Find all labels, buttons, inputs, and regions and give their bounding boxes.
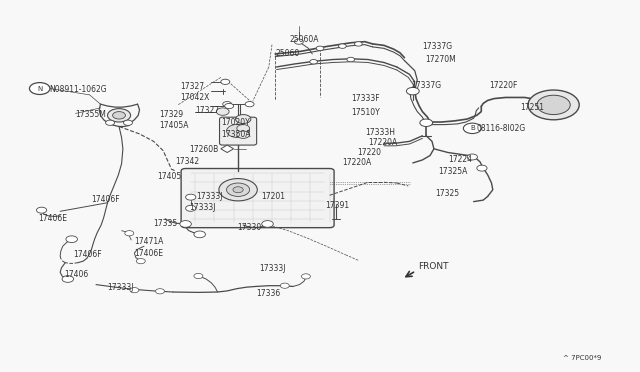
Circle shape [29,83,50,94]
Text: 17333J: 17333J [108,283,134,292]
Text: 17333J: 17333J [196,192,222,201]
Text: 08116-8I02G: 08116-8I02G [477,124,526,133]
Circle shape [186,194,196,200]
Text: ^ 7PC00*9: ^ 7PC00*9 [563,355,602,361]
Text: 17325A: 17325A [438,167,468,176]
Circle shape [237,125,250,132]
Text: 17220: 17220 [357,148,381,157]
Circle shape [66,236,77,243]
Circle shape [227,183,250,196]
Circle shape [62,276,74,282]
Text: 17391: 17391 [325,201,349,210]
Text: 17020Y: 17020Y [221,118,250,126]
Text: 17333J: 17333J [189,203,215,212]
Circle shape [223,102,232,107]
Text: 17325: 17325 [435,189,460,198]
Circle shape [180,221,191,227]
Text: 17471A: 17471A [134,237,164,246]
Text: 17337G: 17337G [422,42,452,51]
Circle shape [280,283,289,288]
Text: 17510Y: 17510Y [351,108,380,117]
Circle shape [130,288,139,293]
Circle shape [355,42,362,46]
Circle shape [156,289,164,294]
Text: B: B [470,125,475,131]
Circle shape [528,90,579,120]
Text: 17342: 17342 [175,157,199,166]
Circle shape [236,115,251,124]
Circle shape [237,131,250,138]
Text: 17335: 17335 [154,219,178,228]
Text: 17220A: 17220A [342,158,372,167]
Text: 17405A: 17405A [159,121,188,130]
Text: 17337G: 17337G [412,81,442,90]
Circle shape [245,102,254,107]
Circle shape [216,108,229,115]
Circle shape [301,274,310,279]
Circle shape [36,207,47,213]
Text: 17251: 17251 [520,103,544,112]
Text: 17350A: 17350A [221,130,250,139]
Circle shape [537,95,570,115]
Circle shape [347,57,355,62]
Text: N: N [37,86,42,92]
Circle shape [420,119,433,126]
Text: 17220A: 17220A [368,138,397,147]
Text: 17333F: 17333F [351,94,380,103]
Circle shape [316,46,324,51]
Circle shape [194,273,203,279]
Text: 17406F: 17406F [74,250,102,259]
Circle shape [106,120,115,125]
Text: 17224: 17224 [448,155,472,164]
Text: 17327: 17327 [195,106,220,115]
Text: N08911-1062G: N08911-1062G [49,85,107,94]
Text: 17220F: 17220F [490,81,518,90]
Text: 17336: 17336 [256,289,280,298]
Circle shape [124,120,132,125]
Circle shape [108,109,131,122]
Text: 17270M: 17270M [426,55,456,64]
Circle shape [339,44,346,48]
Text: 17201: 17201 [261,192,285,201]
Circle shape [233,187,243,193]
Circle shape [227,124,250,138]
Circle shape [225,103,234,109]
Circle shape [463,123,481,134]
Text: 25060: 25060 [275,49,300,58]
Circle shape [467,154,477,160]
Text: 17333J: 17333J [259,264,285,273]
Text: 17260B: 17260B [189,145,218,154]
Circle shape [136,259,145,264]
Text: 17406F: 17406F [92,195,120,204]
Circle shape [221,79,230,84]
Text: 17406: 17406 [64,270,88,279]
Text: 17405: 17405 [157,172,181,181]
Circle shape [477,165,487,171]
Circle shape [194,231,205,238]
Text: 17330: 17330 [237,223,261,232]
Circle shape [294,39,303,44]
Text: FRONT: FRONT [418,262,449,271]
Circle shape [186,205,196,211]
Circle shape [113,112,125,119]
Polygon shape [221,145,234,153]
Circle shape [406,87,419,95]
FancyBboxPatch shape [181,169,334,228]
FancyBboxPatch shape [220,117,257,145]
Circle shape [125,231,134,236]
Text: 25060A: 25060A [289,35,319,44]
Circle shape [262,221,273,227]
Circle shape [310,60,317,64]
Text: 17329: 17329 [159,110,183,119]
Text: 17333H: 17333H [365,128,395,137]
Text: 17042X: 17042X [180,93,210,102]
Text: 17327: 17327 [180,82,205,91]
Circle shape [219,179,257,201]
Text: 17406E: 17406E [134,249,163,258]
Text: 17355M: 17355M [76,110,106,119]
Text: 17406E: 17406E [38,214,67,223]
